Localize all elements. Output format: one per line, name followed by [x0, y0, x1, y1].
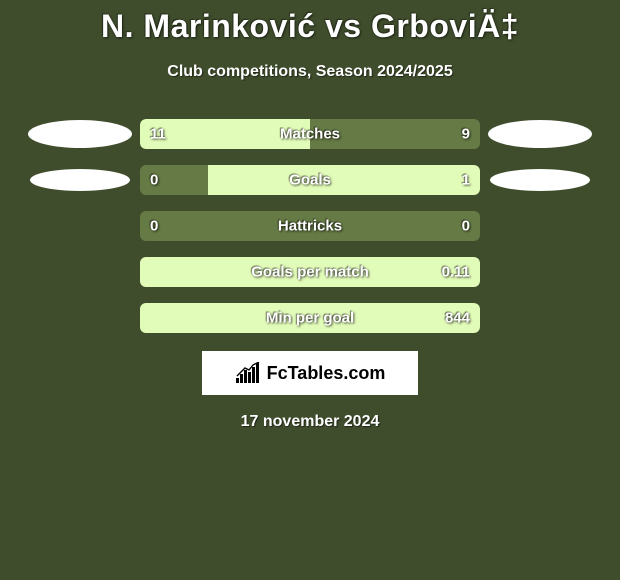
stat-row: 0 Hattricks 0	[0, 211, 620, 241]
stat-row: Goals per match 0.11	[0, 257, 620, 287]
stats-container: 11 Matches 9 0 Goals 1 0 Hattricks	[0, 119, 620, 333]
right-ellipse	[490, 169, 590, 191]
subtitle: Club competitions, Season 2024/2025	[0, 63, 620, 81]
left-badge-slot	[20, 120, 140, 148]
right-badge-slot	[480, 169, 600, 191]
stat-right-value: 0	[462, 218, 470, 235]
left-badge-slot	[20, 169, 140, 191]
page-title: N. Marinković vs GrboviÄ‡	[0, 0, 620, 45]
stat-bar: Goals per match 0.11	[140, 257, 480, 287]
stat-right-value: 844	[445, 310, 470, 327]
stat-right-value: 0.11	[442, 264, 470, 281]
stat-label: Matches	[140, 126, 480, 143]
right-badge-slot	[480, 120, 600, 148]
stat-label: Hattricks	[140, 218, 480, 235]
left-ellipse	[30, 169, 130, 191]
stat-bar: 0 Goals 1	[140, 165, 480, 195]
branding-text: FcTables.com	[267, 363, 386, 384]
stat-right-value: 9	[462, 126, 470, 143]
stat-label: Goals per match	[140, 264, 480, 281]
stat-bar: Min per goal 844	[140, 303, 480, 333]
right-ellipse	[488, 120, 592, 148]
stat-row: 11 Matches 9	[0, 119, 620, 149]
fctables-logo-icon	[235, 362, 261, 384]
stat-label: Min per goal	[140, 310, 480, 327]
stat-label: Goals	[140, 172, 480, 189]
stat-row: 0 Goals 1	[0, 165, 620, 195]
date-text: 17 november 2024	[0, 413, 620, 431]
left-ellipse	[28, 120, 132, 148]
stat-bar: 0 Hattricks 0	[140, 211, 480, 241]
stat-right-value: 1	[462, 172, 470, 189]
stat-bar: 11 Matches 9	[140, 119, 480, 149]
branding-box: FcTables.com	[202, 351, 418, 395]
stat-row: Min per goal 844	[0, 303, 620, 333]
